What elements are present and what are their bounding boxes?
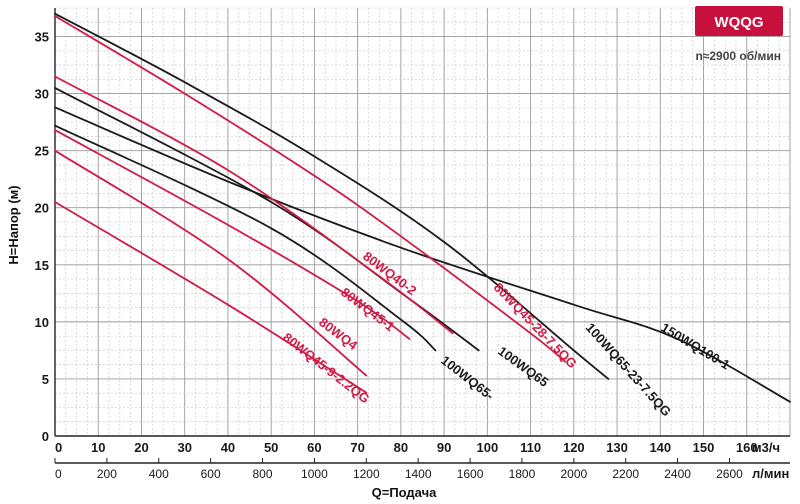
x-tick-label: 50 [264,440,278,455]
y-tick-label: 0 [42,429,49,444]
x-tick-label-secondary: 2000 [560,467,587,481]
y-tick-labels: 0 5 10 15 20 25 30 35 [35,30,49,444]
x-tick-label-secondary: 1200 [353,467,380,481]
x-tick-label-secondary: 1000 [301,467,328,481]
curve-100wq65 [54,124,437,352]
badge-label: WQQG [714,14,763,31]
y-tick-label: 25 [35,144,49,159]
curve-label-80wq40-2: 80WQ40-2 [360,248,419,298]
curve-label-100wq65: 100WQ65- [438,353,497,404]
x-tick-label: 140 [649,440,671,455]
y-tick-label: 30 [35,87,49,102]
x-tick-label: 30 [177,440,191,455]
x-axis-label: Q=Подача [372,485,438,500]
y-axis-label: H=Напор (м) [6,185,21,264]
y-tick-label: 35 [35,30,49,45]
x-tick-label: 40 [221,440,235,455]
x-unit-secondary: л/мин [752,466,789,481]
x-tick-label-secondary: 2600 [716,467,743,481]
y-tick-label: 5 [42,372,49,387]
x-tick-label-secondary: 400 [149,467,169,481]
curve-80wq4 [54,149,368,377]
x-tick-label-secondary: 200 [97,467,117,481]
grid [54,7,791,437]
x-tick-label: 70 [350,440,364,455]
curve-80wq45-9-2-2qg [54,201,368,394]
curve-150wq100-1 [54,106,791,403]
x-tick-label-secondary: 800 [253,467,273,481]
x-tick-label: 10 [91,440,105,455]
x-tick-label-secondary: 600 [201,467,221,481]
curves [54,12,791,403]
curve-label-80wq4: 80WQ4 [316,314,361,353]
y-tick-label: 10 [35,315,49,330]
curve-80wq40-2 [54,75,454,335]
x-tick-label: 60 [307,440,321,455]
x-tick-label: 110 [520,440,541,455]
x-tick-labels-secondary: 0 200 400 600 800 1000 1200 1400 1600 1800 2000 220… [55,467,743,481]
y-tick-label: 20 [35,201,49,216]
x-tick-label: 160 [736,440,758,455]
x-tick-label: 150 [693,440,715,455]
axes [54,8,790,464]
x-tick-labels: 0 10 20 30 40 50 60 70 80 90 100 110 120 130 140 150 160 [55,440,758,455]
x-unit-primary: м3/ч [752,440,780,455]
badge-box [695,6,783,36]
curve-labels: 150WQ100-1100WQ65-23-7.5QG80WQ45-28-7.5Q… [280,248,732,419]
x-tick-label: 120 [563,440,585,455]
x-tick-label-secondary: 0 [55,467,62,481]
y-tick-label: 15 [35,258,49,273]
x-tick-label: 100 [477,440,499,455]
x-tick-label-secondary: 1400 [405,467,432,481]
x-tick-label: 80 [394,440,408,455]
x-tick-label-secondary: 2200 [612,467,639,481]
curve-80wq45-28-7-5qg [54,15,567,363]
x-tick-label: 90 [437,440,451,455]
x-tick-label: 0 [55,440,62,455]
x-tick-label: 20 [134,440,148,455]
x-tick-label: 130 [606,440,628,455]
x-tick-label-secondary: 1600 [457,467,484,481]
curve-100wq65-23-7-5qg [54,12,610,380]
x-tick-label-secondary: 1800 [509,467,536,481]
curve-80wq45-1 [54,129,411,340]
speed-note: n≈2900 об/мин [695,49,781,63]
x-tick-label-secondary: 2400 [664,467,691,481]
